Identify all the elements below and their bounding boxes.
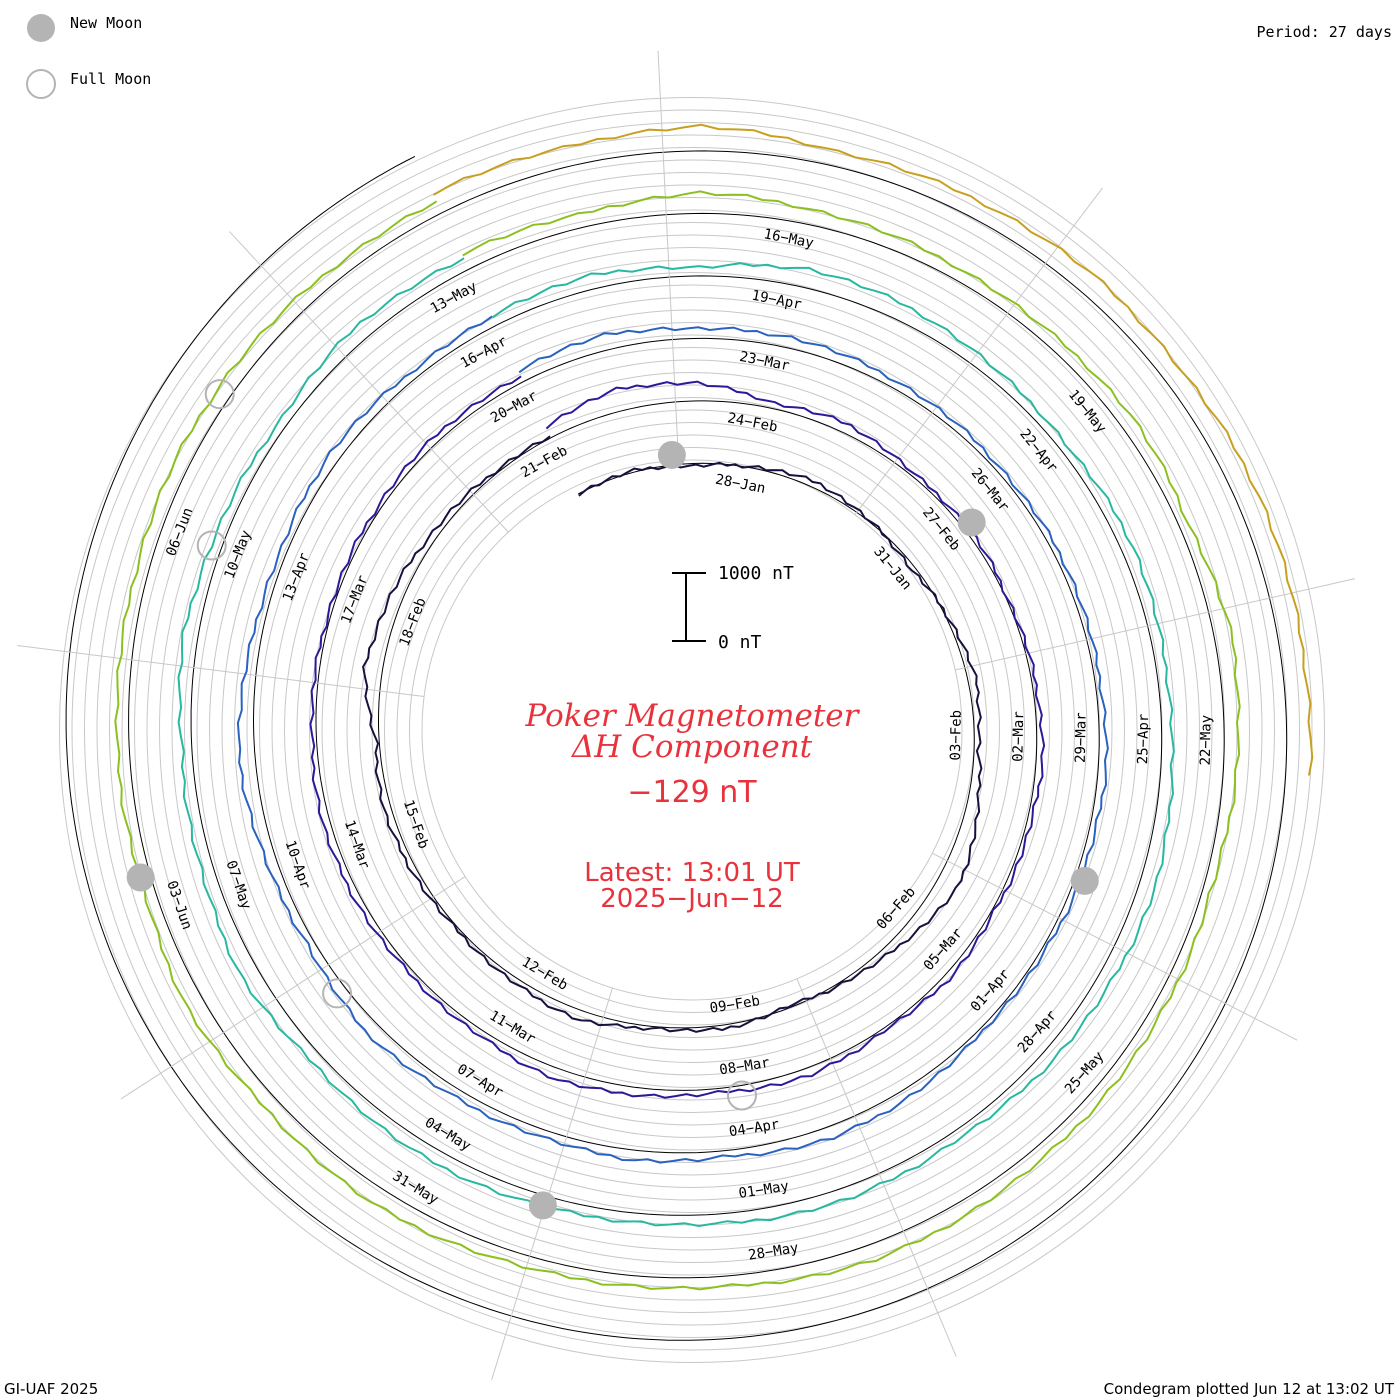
date-label: 22−May [1198,715,1215,766]
date-spoke [491,987,613,1380]
scale-bar [672,572,706,642]
scale-top-label: 1000 nT [718,563,794,584]
grid-ring [271,309,1113,1151]
full-moon-icon [26,69,56,99]
date-label: 14−Mar [341,818,373,871]
baseline-spiral [128,212,1225,1279]
series-trace [177,257,1175,1228]
series-trace [433,123,1314,776]
grid-ring [246,284,1138,1176]
date-label: 04−Apr [728,1117,780,1141]
date-spoke [17,645,425,697]
series-trace [114,190,1241,1291]
grid-ring [259,297,1125,1163]
grid-ring [396,434,988,1026]
date-spoke [932,852,1298,1041]
date-label: 13−Apr [280,551,313,604]
grid-ring [171,209,1213,1251]
date-spoke [796,978,957,1357]
grid-ring [59,97,1325,1363]
baseline-spiral [65,150,1288,1341]
full-moon-marker [726,1080,757,1111]
grid-ring [209,247,1175,1213]
new-moon-marker [657,440,686,469]
latest-date: 2025−Jun−12 [600,884,784,914]
date-label: 10−May [222,528,255,581]
series-trace [309,375,1046,1099]
date-label: 13−May [428,279,480,317]
legend-icons [26,14,56,99]
date-label: 24−Feb [726,410,779,435]
date-label: 10−Apr [282,838,314,891]
grid-ring [184,222,1200,1238]
series-trace [236,315,1109,1164]
date-spoke [120,876,466,1100]
moon-markers [126,379,1099,1220]
date-label: 02−Mar [1010,711,1027,762]
baseline-spiral [190,268,1163,1216]
date-label: 09−Feb [709,993,761,1017]
new-moon-icon [27,14,55,42]
date-label: 17−Mar [338,573,371,626]
date-label: 23−Mar [738,349,791,374]
new-moon-marker [126,863,155,892]
grid-ring [321,359,1063,1101]
date-label: 03−Jun [163,879,195,932]
grid-ring [421,459,963,1001]
date-spoke [657,50,680,461]
grid-ring [296,334,1088,1126]
date-label: 28−Jan [714,472,767,497]
credit-label: GI-UAF 2025 [4,1380,99,1398]
baseline-spiral [315,381,1038,1091]
grid-ring [84,122,1300,1338]
date-spoke [854,187,1103,516]
date-label: 20−Mar [488,388,540,426]
date-label: 08−Mar [718,1055,770,1079]
grid-ring [234,272,1150,1188]
grid-ring [309,347,1075,1113]
chart-title-line1: Poker Magnetometer [525,698,859,734]
date-label: 07−May [222,859,254,912]
date-spoke [229,231,509,533]
legend-new-moon-label: New Moon [70,14,143,32]
plotted-timestamp: Condegram plotted Jun 12 at 13:02 UT [1103,1380,1394,1398]
new-moon-marker [528,1191,557,1220]
grid-ring [109,147,1275,1313]
grid-ring [334,372,1050,1088]
chart-title-line2: ΔH Component [571,729,813,765]
date-label: 18−Feb [396,596,429,649]
grid-rings [59,97,1325,1363]
date-label: 01−May [738,1178,790,1202]
date-label: 03−Feb [948,710,965,761]
grid-ring [359,397,1025,1063]
full-moon-marker [196,530,227,561]
series-traces [114,123,1314,1291]
grid-ring [384,422,1000,1038]
series-trace [362,435,983,1033]
baseline-spiral [252,324,1100,1154]
latest-time: Latest: 13:01 UT [584,858,800,888]
full-moon-marker [322,978,353,1009]
date-spokes [17,50,1356,1380]
current-value: −129 nT [627,775,757,810]
date-label: 25−Apr [1135,714,1152,765]
date-label: 29−Mar [1073,712,1090,763]
date-label: 06−Jun [163,506,196,559]
new-moon-marker [1070,866,1099,895]
date-label: 19−Apr [750,288,803,313]
date-label: 16−Apr [458,333,510,371]
new-moon-marker [957,508,986,537]
grid-ring [71,109,1313,1351]
grid-ring [121,159,1263,1301]
date-label: 16−May [762,226,815,251]
legend-full-moon-label: Full Moon [70,70,152,88]
date-spoke [955,578,1356,671]
period-label: Period: 27 days [1256,23,1392,41]
scale-bottom-label: 0 nT [718,632,762,653]
full-moon-marker [204,379,235,410]
date-label: 28−May [747,1240,799,1264]
